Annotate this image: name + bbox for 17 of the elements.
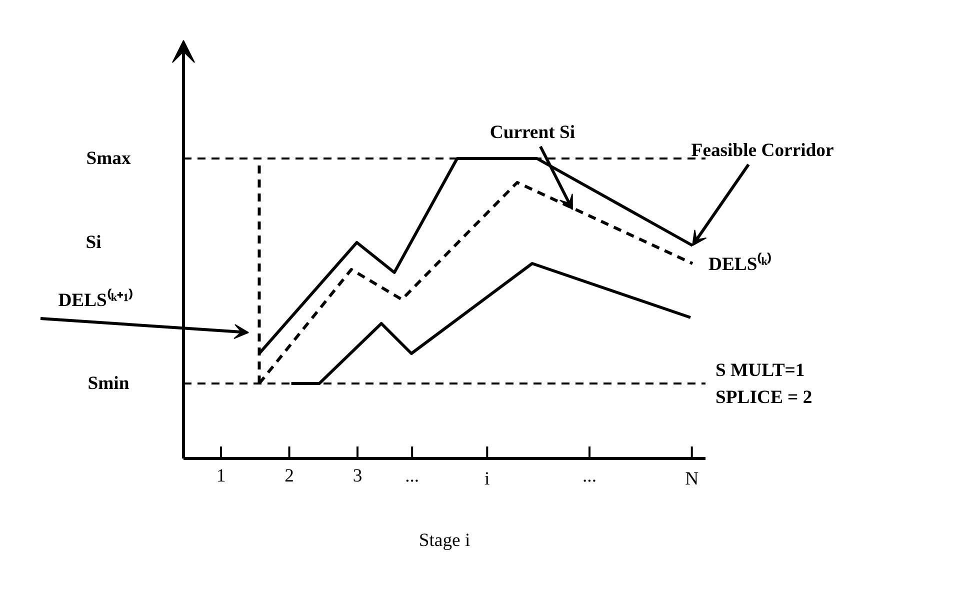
y-axis-title: Si xyxy=(86,232,102,253)
x-axis-title: Stage i xyxy=(418,530,470,551)
text: DELS⁽ᵏ⁺¹⁾ xyxy=(58,288,133,311)
x-tick-label: 2 xyxy=(284,466,294,486)
x-tick-label: 1 xyxy=(216,466,226,486)
x-tick-label: i xyxy=(484,468,490,490)
text: SPLICE = 2 xyxy=(716,387,812,408)
x-tick-label: 3 xyxy=(352,466,362,486)
ref-line-label: Smin xyxy=(88,373,130,394)
ref-line-label: Smax xyxy=(86,148,132,169)
x-tick-label: ... xyxy=(405,466,420,486)
x-tick-label: N xyxy=(685,468,700,490)
text: DELS⁽ᵏ⁾ xyxy=(708,252,772,275)
annotation: Feasible Corridor xyxy=(691,140,834,161)
annotation: Current Si xyxy=(490,122,576,143)
x-tick-label: ... xyxy=(582,466,597,486)
text: S MULT=1 xyxy=(716,360,805,381)
